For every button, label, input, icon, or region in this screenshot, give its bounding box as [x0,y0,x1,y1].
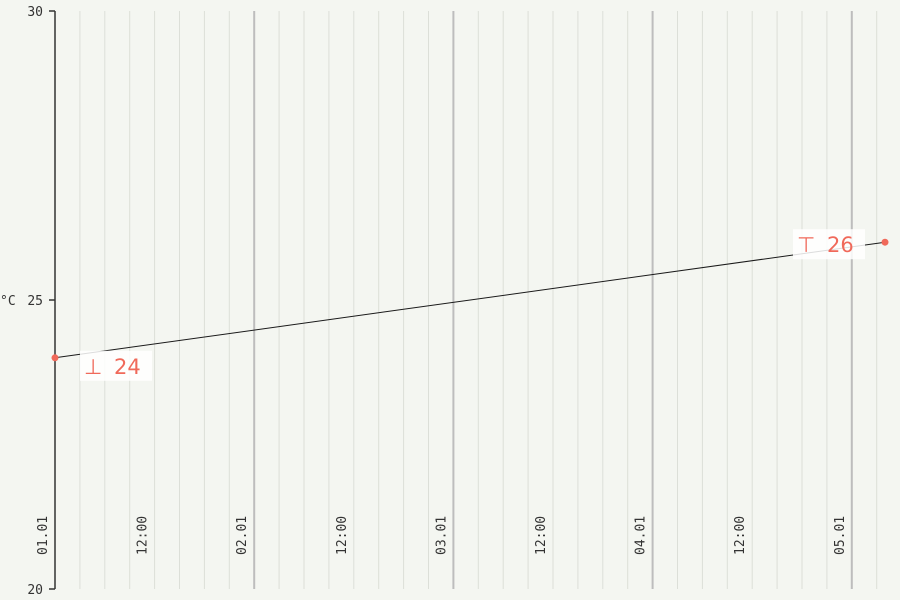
x-tick-label: 01.01 [36,516,51,555]
extreme-markers: ⊥ 24 ⊤ 26 [51,229,889,381]
x-tick-label: 12:00 [335,516,350,555]
x-tick-label: 02.01 [235,516,250,555]
grid [79,11,878,589]
x-tick-label: 05.01 [833,516,848,555]
x-tick-label: 12:00 [136,516,151,555]
y-axis: 20 25 30 °C [0,5,56,598]
extreme-point [881,238,889,246]
marker-label-bg [80,350,152,381]
y-axis-unit: °C [0,294,16,309]
marker-label-bg [793,229,865,260]
series-line [54,241,886,359]
series-layer [54,241,886,359]
y-tick-label: 20 [27,583,43,598]
min-value-label: 24 [114,355,141,379]
extreme-point [51,354,59,362]
max-symbol: ⊤ [797,233,815,257]
y-tick-label: 25 [27,294,43,309]
x-tick-label: 04.01 [634,516,649,555]
x-tick-label: 12:00 [733,516,748,555]
max-value-label: 26 [827,233,854,257]
x-tick-label: 12:00 [534,516,549,555]
x-tick-labels: 01.01 12:00 02.01 12:00 03.01 12:00 04.01 12:00… [36,516,848,555]
min-symbol: ⊥ [84,355,102,379]
x-tick-label: 03.01 [434,516,449,555]
y-tick-label: 30 [27,5,43,20]
